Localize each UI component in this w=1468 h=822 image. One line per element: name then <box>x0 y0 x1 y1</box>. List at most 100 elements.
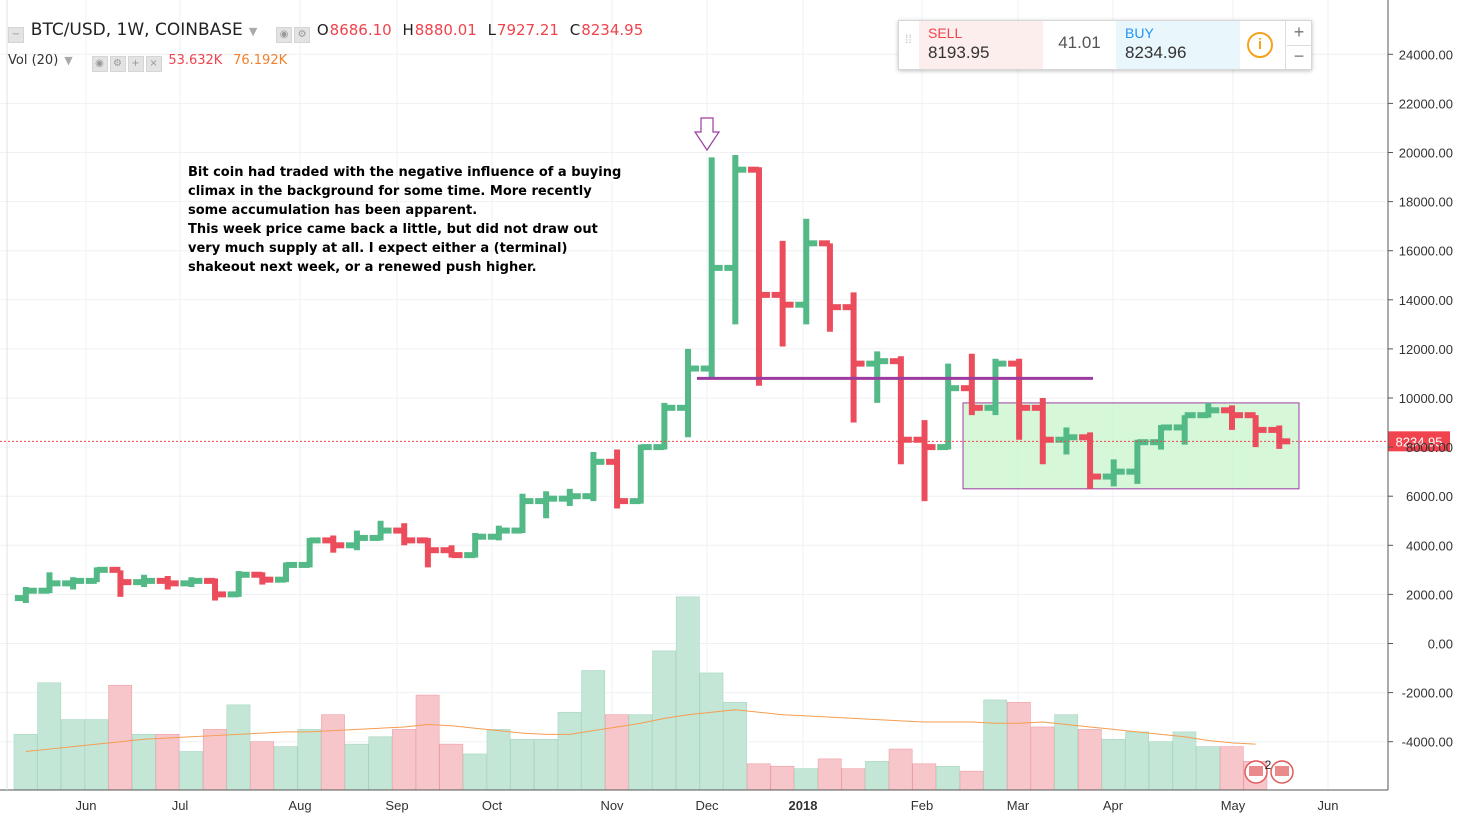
y-tick-label: 0.00 <box>1428 637 1453 652</box>
plus-button[interactable]: + <box>1287 21 1311 46</box>
collapse-icon[interactable]: − <box>8 27 24 43</box>
open-value: 8686.10 <box>329 21 392 39</box>
ohlc-bar <box>204 577 227 601</box>
volume-bar <box>13 734 38 791</box>
volume-bar <box>344 743 369 791</box>
ohlc-bar <box>677 348 700 438</box>
ohlc-bar <box>1079 432 1102 489</box>
buy-price: 8234.96 <box>1125 43 1187 62</box>
volume-bar <box>297 729 322 791</box>
chevron-down-icon[interactable]: ▼ <box>248 25 258 38</box>
drag-handle-icon[interactable]: ⁞⁞ <box>905 32 912 46</box>
ohlc-bar <box>1126 439 1149 484</box>
ohlc-bar <box>464 533 487 559</box>
ohlc-bar <box>1244 412 1267 448</box>
volume-bar <box>723 702 747 791</box>
y-tick-label: 18000.00 <box>1399 195 1453 210</box>
volume-ma-line <box>25 709 1256 753</box>
sell-button[interactable]: SELL 8193.95 <box>919 21 1043 69</box>
volume-bar <box>1054 714 1079 791</box>
y-tick-label: 16000.00 <box>1399 244 1453 259</box>
high-label: H <box>402 21 414 39</box>
y-tick-label: 6000.00 <box>1406 489 1453 504</box>
volume-bar <box>1196 746 1220 791</box>
ohlc-bar <box>85 566 108 584</box>
divider <box>1285 21 1286 69</box>
volume-bar <box>1101 738 1126 791</box>
x-tick-label: Jun <box>76 798 97 813</box>
volume-bar <box>510 738 535 791</box>
ohlc-bar <box>511 493 534 534</box>
ohlc-bar <box>606 449 629 509</box>
volume-indicator-name[interactable]: Vol (20) <box>8 53 59 68</box>
info-icon[interactable]: i <box>1247 32 1273 58</box>
volume-bar <box>84 719 109 791</box>
ohlc-bar <box>818 240 841 332</box>
ohlc-bar <box>298 537 321 568</box>
annotation-text[interactable]: Bit coin had traded with the negative in… <box>188 165 622 275</box>
event-count-label: 2 <box>1265 758 1272 772</box>
y-tick-label: 2000.00 <box>1406 587 1453 602</box>
x-tick-label: Sep <box>385 798 408 813</box>
minus-button[interactable]: − <box>1293 46 1305 66</box>
ohlc-bar <box>1031 398 1054 465</box>
ohlc-bar <box>251 571 274 585</box>
x-tick-label: Jul <box>172 798 189 813</box>
us-flag-stripes <box>1275 766 1289 776</box>
settings-icon[interactable]: ⚙ <box>294 27 311 43</box>
volume-bar <box>912 763 937 791</box>
close-value: 8234.95 <box>581 21 644 39</box>
volume-bar <box>628 714 653 791</box>
ohlc-bar <box>1173 412 1196 445</box>
volume-bar <box>486 729 511 791</box>
y-tick-label: 24000.00 <box>1399 47 1453 62</box>
volume-bar <box>131 734 156 791</box>
volume-bar <box>865 761 889 791</box>
ohlc-bar <box>582 452 605 502</box>
ohlc-bar <box>416 537 439 568</box>
x-tick-label: Aug <box>288 798 311 813</box>
volume-bar <box>1125 731 1150 791</box>
ohlc-bar <box>1055 427 1078 455</box>
volume-bar <box>1172 731 1197 791</box>
chevron-down-icon[interactable]: ▼ <box>64 54 73 67</box>
volume-bar <box>368 736 393 791</box>
sell-label: SELL <box>928 25 963 41</box>
volume-value: 53.632K <box>168 53 223 68</box>
volume-bar <box>770 765 795 791</box>
ohlc-bar <box>1102 459 1125 487</box>
low-label: L <box>487 21 496 39</box>
plus-icon[interactable]: + <box>127 56 144 72</box>
ohlc-bar <box>487 525 510 541</box>
volume-bar <box>959 770 984 791</box>
ohlc-bar <box>724 154 747 325</box>
ohlc-bar <box>653 402 676 451</box>
eye-icon[interactable]: ◉ <box>276 27 293 43</box>
volume-bar <box>675 596 700 791</box>
ohlc-bar <box>274 561 297 583</box>
ohlc-bar <box>156 575 179 590</box>
x-tick-label: Jun <box>1318 798 1339 813</box>
volume-bar <box>108 684 133 791</box>
close-icon[interactable]: × <box>145 56 162 72</box>
y-tick-label: 10000.00 <box>1399 391 1453 406</box>
volume-bar <box>463 753 487 791</box>
volume-bar <box>250 741 274 791</box>
y-tick-label: -4000.00 <box>1402 735 1453 750</box>
volume-bar <box>533 738 558 791</box>
volume-bar <box>1077 729 1102 791</box>
symbol-title[interactable]: BTC/USD, 1W, COINBASE <box>30 20 243 40</box>
ohlc-bar <box>322 535 345 553</box>
eye-icon[interactable]: ◉ <box>91 56 108 72</box>
volume-bar <box>1030 726 1055 791</box>
close-label: C <box>569 21 581 39</box>
settings-icon[interactable]: ⚙ <box>109 56 126 72</box>
y-tick-label: -2000.00 <box>1402 686 1453 701</box>
buy-button[interactable]: BUY 8234.96 <box>1116 21 1240 69</box>
volume-bar <box>746 763 771 791</box>
ohlc-bar <box>345 530 368 551</box>
x-tick-label: Nov <box>600 798 624 813</box>
low-value: 7927.21 <box>496 21 559 39</box>
volume-bar <box>179 751 204 791</box>
